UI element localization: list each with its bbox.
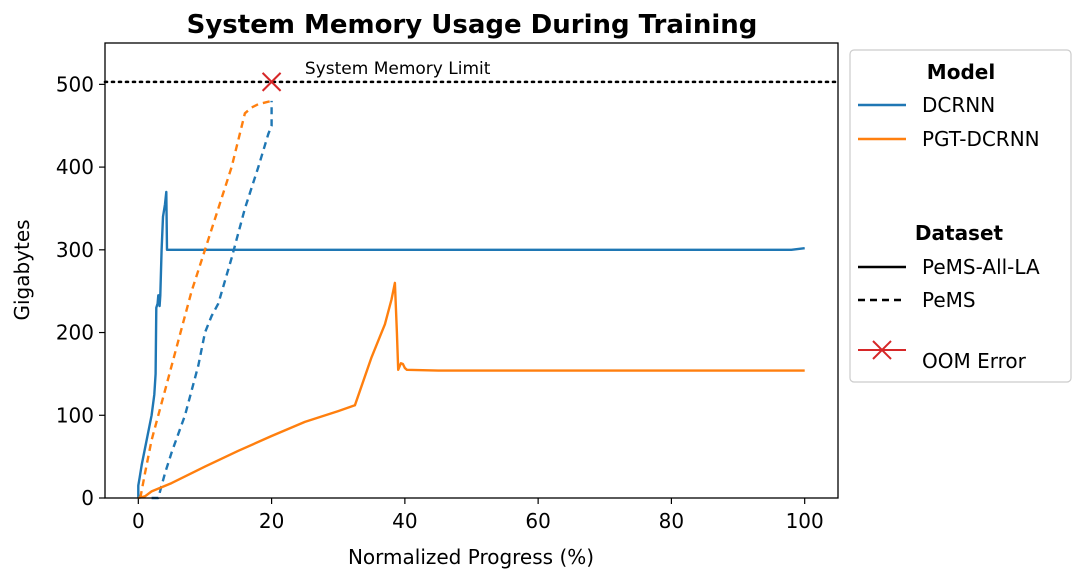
x-tick-label: 0 (132, 509, 145, 533)
y-tick-label: 100 (56, 403, 94, 427)
x-tick-label: 80 (659, 509, 684, 533)
y-tick-label: 200 (56, 321, 94, 345)
legend-heading-dataset: Dataset (915, 221, 1004, 245)
y-axis-label: Gigabytes (10, 219, 34, 320)
plot-frame (104, 42, 839, 499)
y-tick-label: 500 (56, 72, 94, 96)
chart-title: System Memory Usage During Training (187, 10, 758, 40)
legend: Model DCRNN PGT-DCRNN Dataset PeMS-All-LA… (849, 49, 1072, 383)
y-tick-label: 400 (56, 155, 94, 179)
legend-oom-marker-icon (872, 340, 892, 360)
legend-heading-model: Model (927, 60, 995, 84)
x-tick-label: 40 (392, 509, 417, 533)
series-line-dcrnn-pems (151, 100, 273, 500)
series-line-pgt-dcrnn-pems (139, 99, 272, 499)
y-tick-label: 300 (56, 238, 94, 262)
x-tick-label: 100 (786, 509, 824, 533)
x-axis-label: Normalized Progress (%) (348, 545, 594, 569)
legend-label-pems: PeMS (922, 288, 976, 312)
y-tick-label: 0 (81, 486, 94, 510)
legend-label-oom: OOM Error (922, 349, 1027, 373)
legend-label-dcrnn: DCRNN (922, 93, 995, 117)
x-tick-label: 20 (259, 509, 284, 533)
x-tick-label: 60 (525, 509, 550, 533)
oom-error-marker (261, 72, 282, 92)
series-line-pgt-dcrnn-pems-all-la (138, 281, 805, 500)
series-line-dcrnn-pems-all-la (137, 190, 805, 498)
legend-label-pems-all-la: PeMS-All-LA (922, 255, 1040, 279)
legend-box (849, 49, 1072, 383)
legend-label-pgt-dcrnn: PGT-DCRNN (922, 127, 1040, 151)
plot-area: 0 20 40 60 80 100 0 100 200 300 400 500 System Memor… (56, 59, 840, 533)
system-memory-limit-label: System Memory Limit (305, 59, 491, 79)
